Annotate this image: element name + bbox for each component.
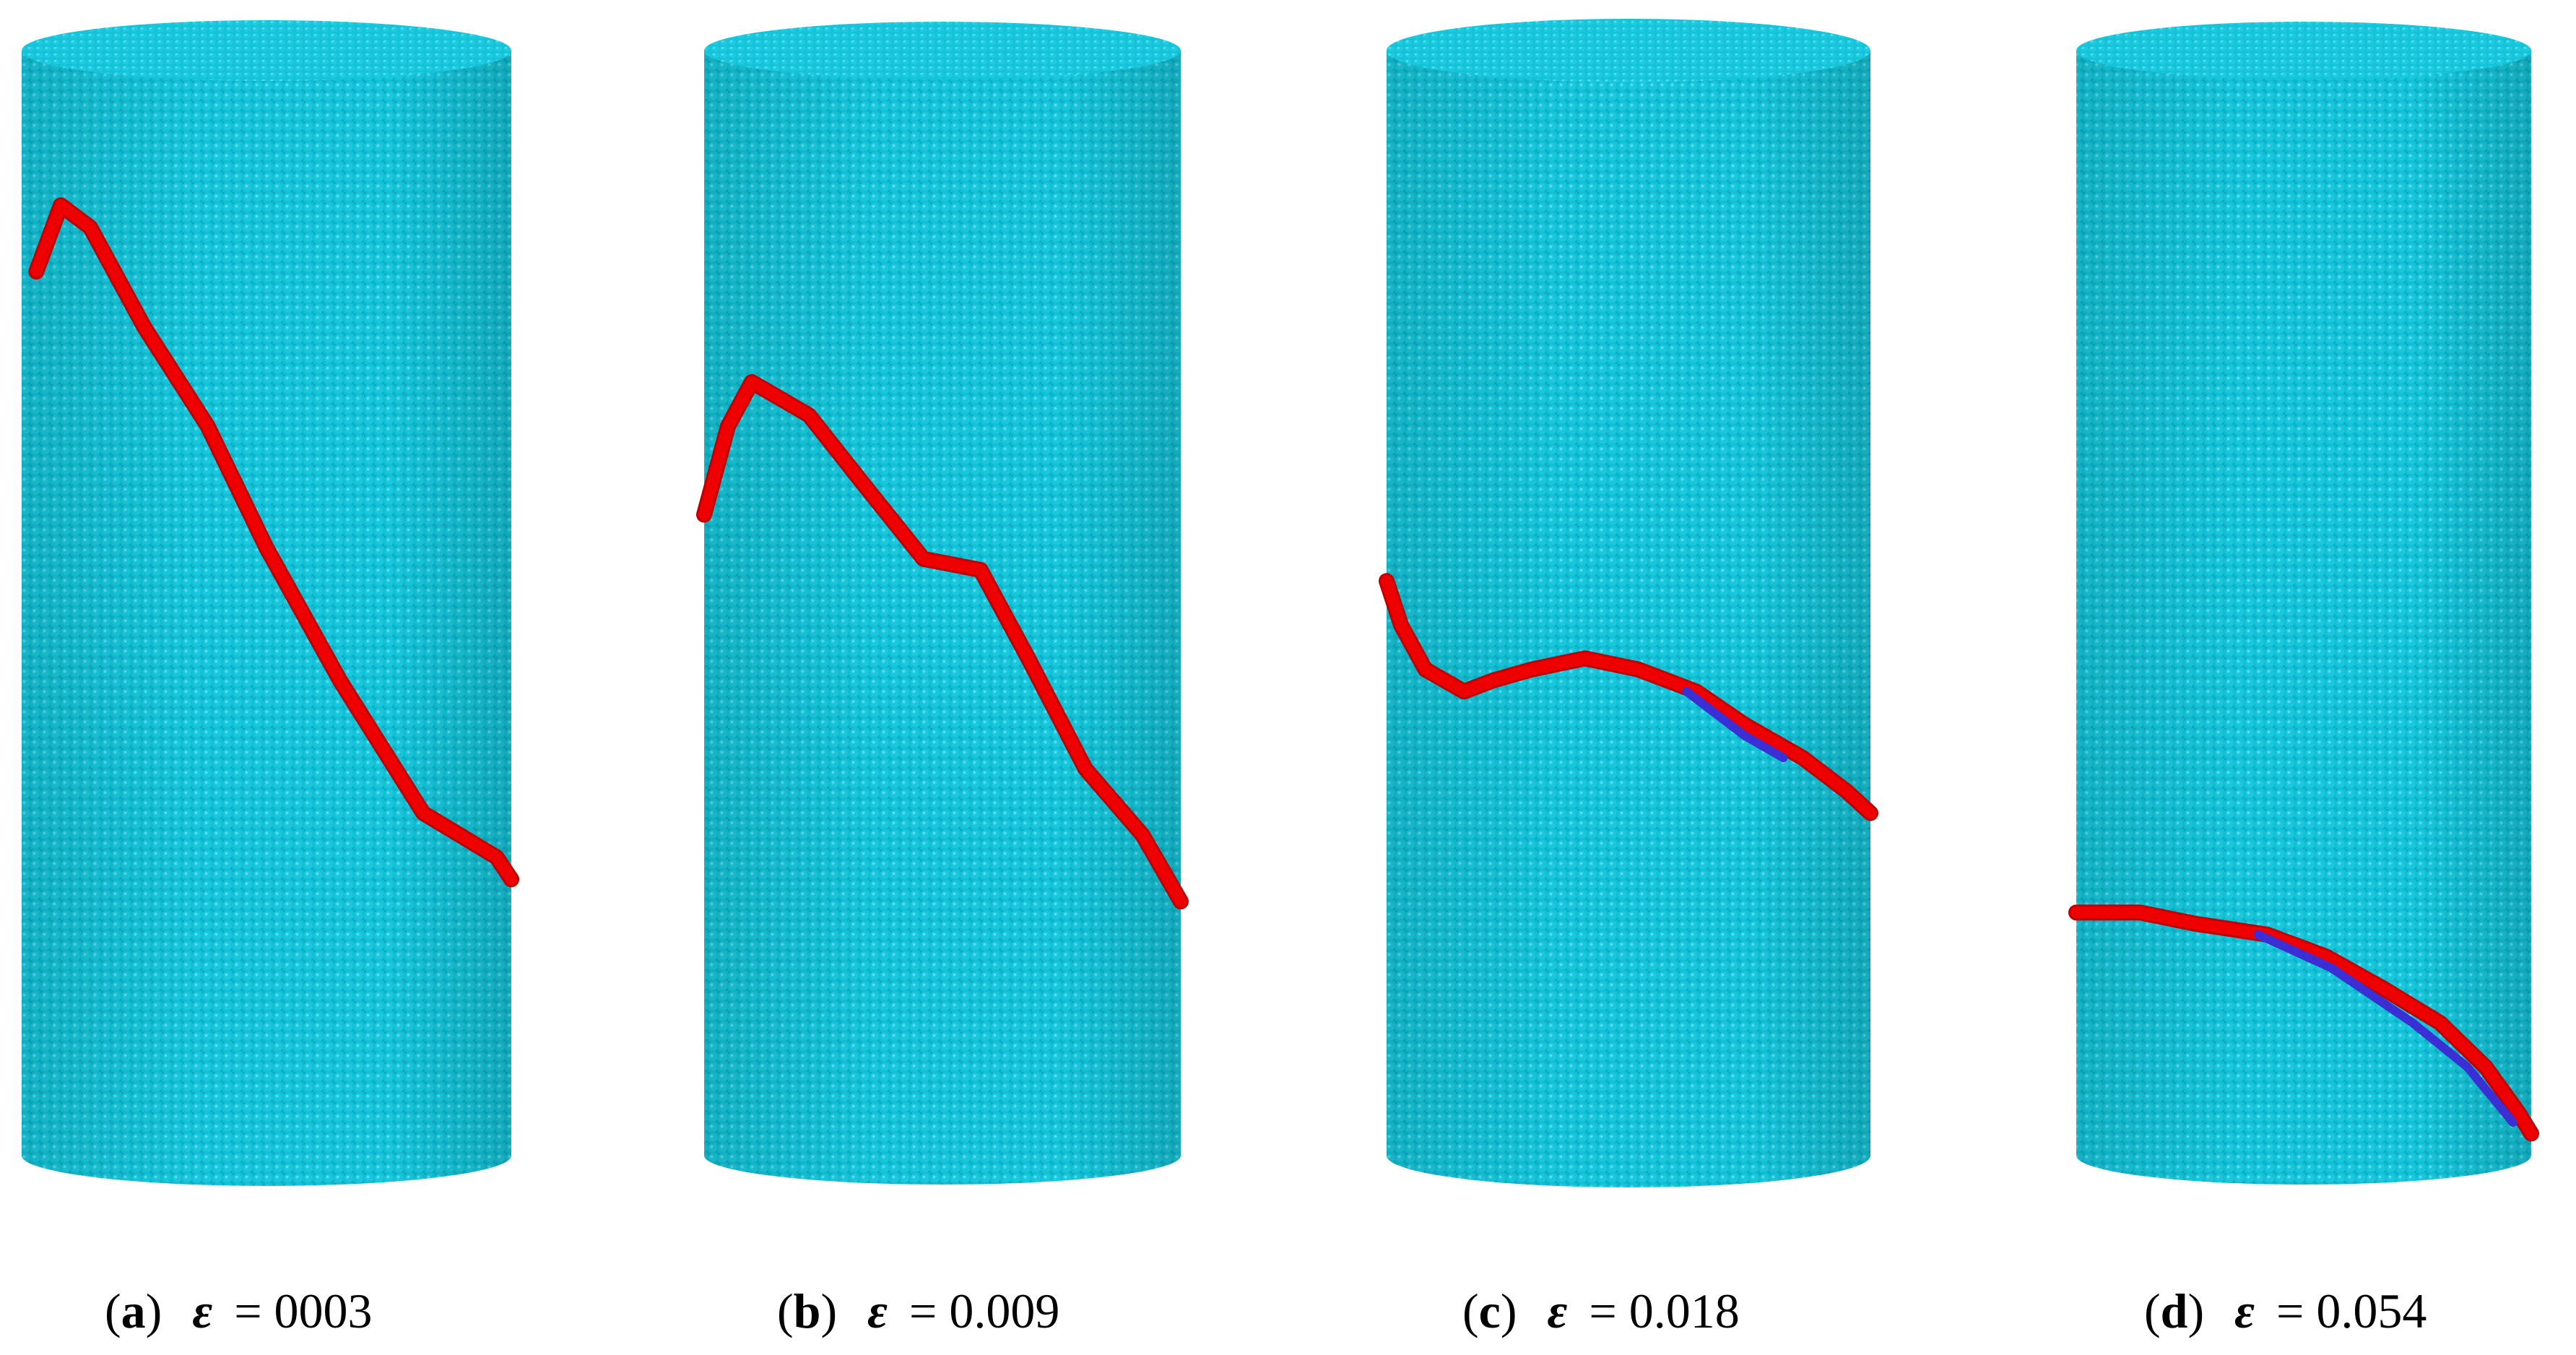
strain-value-d: = 0.054 xyxy=(2276,1283,2427,1338)
crack-band-c xyxy=(1381,575,1876,819)
strain-value-a: = 0003 xyxy=(234,1283,373,1338)
caption-b: (b) ε = 0.009 xyxy=(777,1283,1060,1338)
caption-label-d: d xyxy=(2160,1283,2188,1338)
caption-label-c: c xyxy=(1478,1283,1501,1338)
strain-value-b: = 0.009 xyxy=(909,1283,1060,1338)
caption-label-b: b xyxy=(793,1283,821,1338)
fracture-core-d xyxy=(2254,930,2518,1127)
epsilon-symbol-b: ε xyxy=(867,1283,888,1338)
cylinder-shading-a xyxy=(22,51,511,1186)
fracture-core-c xyxy=(1682,687,1788,763)
cylinder-top-c xyxy=(1387,19,1870,82)
cylinder-shading-c xyxy=(1387,51,1870,1187)
cylinder-d xyxy=(2068,22,2539,1185)
crack-band-d xyxy=(2070,906,2537,1140)
crack-band-b xyxy=(698,376,1187,908)
caption-label-a: a xyxy=(121,1283,146,1338)
cylinder-shading-d xyxy=(2076,51,2531,1185)
epsilon-symbol-d: ε xyxy=(2234,1283,2255,1338)
cylinder-c xyxy=(1379,19,1878,1187)
cylinder-b xyxy=(696,22,1189,1185)
epsilon-symbol-a: ε xyxy=(192,1283,213,1338)
cylinder-a xyxy=(22,20,519,1186)
caption-d: (d) ε = 0.054 xyxy=(2144,1283,2427,1338)
cylinder-top-d xyxy=(2076,22,2531,79)
caption-c: (c) ε = 0.018 xyxy=(1462,1283,1740,1338)
epsilon-symbol-c: ε xyxy=(1547,1283,1568,1338)
cylinder-top-b xyxy=(704,22,1181,79)
crack-band-a xyxy=(30,199,517,886)
strain-value-c: = 0.018 xyxy=(1589,1283,1740,1338)
cylinder-shading-b xyxy=(704,51,1181,1185)
cylinder-top-a xyxy=(22,20,511,81)
caption-a: (a) ε = 0003 xyxy=(105,1283,373,1338)
